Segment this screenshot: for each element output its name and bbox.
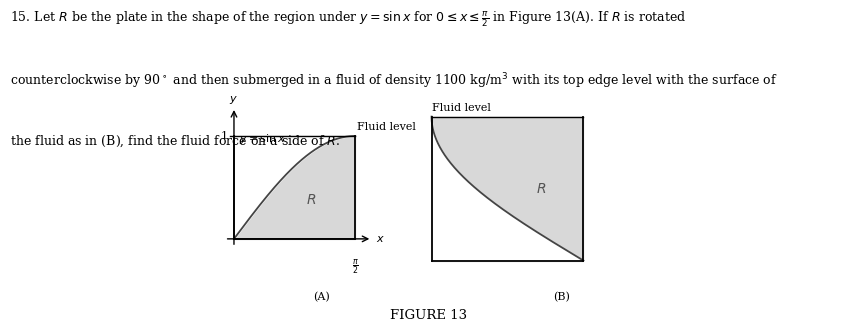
Text: 15. Let $R$ be the plate in the shape of the region under $y = \sin x$ for $0 \l: 15. Let $R$ be the plate in the shape of… [10,10,686,29]
Text: Fluid level: Fluid level [432,103,490,113]
Text: $y$: $y$ [230,94,238,106]
Text: $R$: $R$ [306,193,316,207]
Text: $R$: $R$ [536,182,546,196]
Text: $y = \sin x$: $y = \sin x$ [239,132,286,146]
Text: (A): (A) [313,292,330,302]
Text: $x$: $x$ [376,234,385,244]
Text: FIGURE 13: FIGURE 13 [390,309,467,322]
Text: Fluid level: Fluid level [357,122,416,132]
Text: (B): (B) [553,292,570,302]
Text: counterclockwise by 90$^\circ$ and then submerged in a fluid of density 1100 kg/: counterclockwise by 90$^\circ$ and then … [10,72,778,91]
Text: the fluid as in (B), find the fluid force on a side of $R$.: the fluid as in (B), find the fluid forc… [10,133,341,149]
Text: $\frac{\pi}{2}$: $\frac{\pi}{2}$ [351,257,359,276]
Text: 1: 1 [220,131,228,141]
